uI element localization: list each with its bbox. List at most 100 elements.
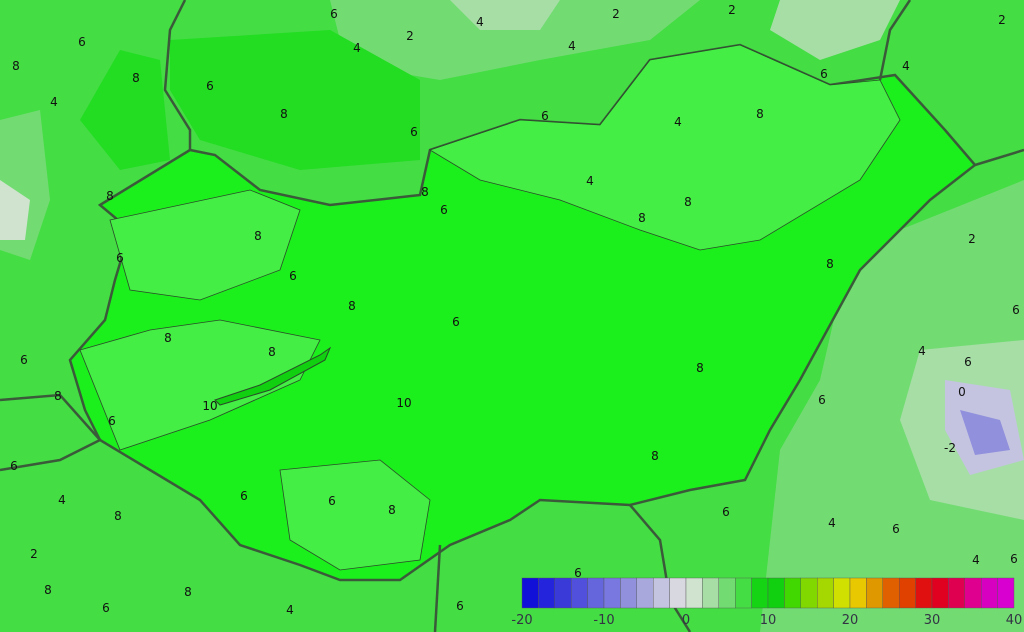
- legend-swatch: [554, 577, 572, 609]
- legend-swatch: [997, 577, 1015, 609]
- legend-swatch: [866, 577, 884, 609]
- legend-swatch: [833, 577, 851, 609]
- legend-swatch: [899, 577, 916, 609]
- contour-label: 6: [1012, 303, 1020, 317]
- contour-label: 6: [818, 393, 826, 407]
- contour-label: 4: [674, 115, 682, 129]
- contour-label: 6: [456, 599, 464, 613]
- contour-label: 6: [820, 67, 828, 81]
- contour-label: 6: [116, 251, 124, 265]
- legend-swatch: [718, 577, 736, 609]
- contour-label: 8: [164, 331, 172, 345]
- contour-label: 8: [826, 257, 834, 271]
- contour-label: 8: [684, 195, 692, 209]
- contour-label: 4: [918, 344, 926, 358]
- legend-tick-label: 20: [842, 613, 859, 628]
- contour-label: 2: [30, 547, 38, 561]
- legend-tick-label: -20: [511, 613, 532, 628]
- contour-label: 6: [10, 459, 18, 473]
- legend-swatch: [571, 577, 588, 609]
- contour-label: 2: [998, 13, 1006, 27]
- contour-label: 8: [756, 107, 764, 121]
- contour-label: 4: [286, 603, 294, 617]
- legend-swatch: [817, 577, 834, 609]
- contour-label: 10: [396, 396, 411, 410]
- legend-swatch: [915, 577, 933, 609]
- contour-label: 8: [268, 345, 276, 359]
- legend-swatch: [849, 577, 867, 609]
- legend-swatch: [735, 577, 752, 609]
- contour-label: 6: [102, 601, 110, 615]
- contour-label: 6: [574, 566, 582, 580]
- contour-label: 6: [78, 35, 86, 49]
- contour-label: 2: [406, 29, 414, 43]
- contour-label: 8: [388, 503, 396, 517]
- contour-label: 4: [50, 95, 58, 109]
- legend-swatch: [653, 577, 670, 609]
- legend-swatch: [931, 577, 949, 609]
- legend-swatch: [538, 577, 556, 609]
- contour-label: 10: [202, 399, 217, 413]
- legend-tick-label: 40: [1006, 613, 1023, 628]
- contour-label: 8: [184, 585, 192, 599]
- contour-label: 4: [902, 59, 910, 73]
- legend-swatch: [882, 577, 900, 609]
- contour-label: 4: [568, 39, 576, 53]
- contour-label: 6: [330, 7, 338, 21]
- contour-label: 6: [328, 494, 336, 508]
- legend-tick-label: 30: [924, 613, 941, 628]
- contour-label: -2: [944, 441, 956, 455]
- legend-swatch: [603, 577, 621, 609]
- contour-label: 6: [108, 414, 116, 428]
- contour-label: 8: [254, 229, 262, 243]
- contour-label: 8: [12, 59, 20, 73]
- contour-label: 4: [353, 41, 361, 55]
- contour-label: 8: [280, 107, 288, 121]
- contour-label: 2: [728, 3, 736, 17]
- contour-label: 8: [348, 299, 356, 313]
- contour-label: 8: [114, 509, 122, 523]
- legend-swatch: [800, 577, 818, 609]
- contour-label: 6: [452, 315, 460, 329]
- legend-swatch: [981, 577, 998, 609]
- contour-label: 4: [586, 174, 594, 188]
- contour-label: 6: [410, 125, 418, 139]
- contour-label: 6: [206, 79, 214, 93]
- legend-swatch: [784, 577, 802, 609]
- legend-tick-label: 0: [682, 613, 690, 628]
- legend-swatch: [767, 577, 785, 609]
- inner-patches: [79, 44, 901, 571]
- balaton-lake: [214, 346, 332, 406]
- legend-swatch: [685, 577, 703, 609]
- contour-label: 8: [44, 583, 52, 597]
- contour-label: 8: [106, 189, 114, 203]
- contour-label: 2: [612, 7, 620, 21]
- contour-label: 4: [476, 15, 484, 29]
- legend-swatch: [620, 577, 638, 609]
- legend-swatch: [751, 577, 769, 609]
- contour-label: 8: [54, 389, 62, 403]
- contour-labels: 6 2 2 2 4 4 6 4 8 6 8 4 2 8 6 4 8 6 8 4 6 4 8 6 8 8 8 6 8 6 8 10 8 10 8 6 6 8…: [10, 3, 1020, 617]
- contour-label: 8: [638, 211, 646, 225]
- contour-label: 4: [58, 493, 66, 507]
- contour-label: 2: [968, 232, 976, 246]
- legend-swatch: [702, 577, 720, 609]
- contour-label: 6: [20, 353, 28, 367]
- legend-tick-label: -10: [593, 613, 614, 628]
- color-scale-legend: -20 -10 0 10 20 30 40: [511, 577, 1023, 628]
- legend-swatch: [636, 577, 654, 609]
- contour-label: 4: [828, 516, 836, 530]
- contour-label: 6: [1010, 552, 1018, 566]
- contour-label: 6: [892, 522, 900, 536]
- contour-label: 4: [972, 553, 980, 567]
- contour-label: 6: [289, 269, 297, 283]
- contour-label: 6: [541, 109, 549, 123]
- contour-label: 6: [240, 489, 248, 503]
- contour-label: 6: [722, 505, 730, 519]
- legend-swatch: [948, 577, 966, 609]
- contour-label: 6: [964, 355, 972, 369]
- legend-swatch: [669, 577, 687, 609]
